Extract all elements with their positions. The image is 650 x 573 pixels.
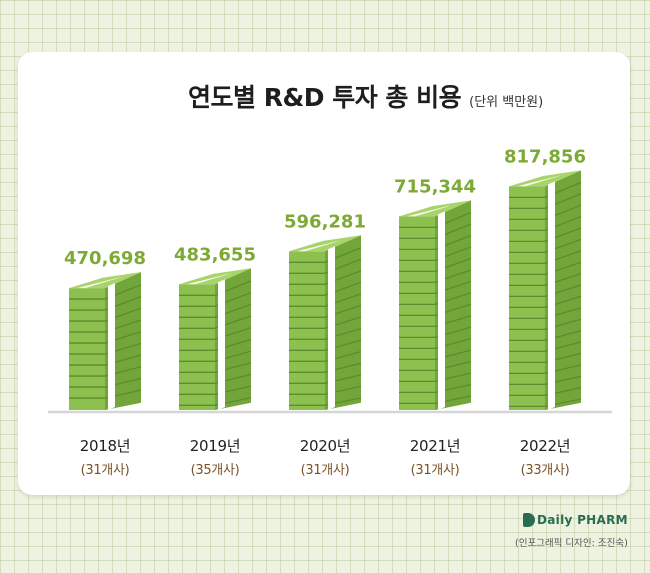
x-tick-label: 2021년	[409, 437, 461, 455]
x-tick-label: 2020년	[299, 437, 351, 455]
bar-2018년	[69, 272, 142, 410]
value-label: 483,655	[174, 244, 256, 265]
daily-pharm-logo: Daily PHARM	[523, 513, 628, 527]
x-tick-label: 2022년	[519, 437, 571, 455]
bar-2020년	[289, 235, 362, 410]
design-credit: (인포그래픽 디자인: 조진숙)	[515, 538, 628, 549]
x-tick-label: 2018년	[79, 437, 131, 455]
company-count-label: (31개사)	[80, 463, 130, 478]
bar-2022년	[509, 170, 582, 410]
logo-text: Daily PHARM	[537, 513, 628, 527]
company-count-label: (31개사)	[410, 463, 460, 478]
company-count-label: (35개사)	[190, 463, 240, 478]
value-label: 817,856	[504, 146, 586, 167]
title-text: 연도별 R&D 투자 총 비용	[188, 83, 462, 112]
x-tick-label: 2019년	[189, 437, 241, 455]
value-label: 470,698	[64, 248, 146, 269]
bar-2021년	[399, 200, 472, 410]
value-label: 715,344	[394, 176, 476, 197]
company-count-label: (33개사)	[520, 463, 570, 478]
company-count-label: (31개사)	[300, 463, 350, 478]
unit-label: (단위 백만원)	[469, 95, 544, 110]
logo-mark-icon	[523, 513, 535, 527]
bar-2019년	[179, 268, 252, 410]
chart-title: 연도별 R&D 투자 총 비용 (단위 백만원)	[188, 78, 543, 114]
value-label: 596,281	[284, 211, 366, 232]
